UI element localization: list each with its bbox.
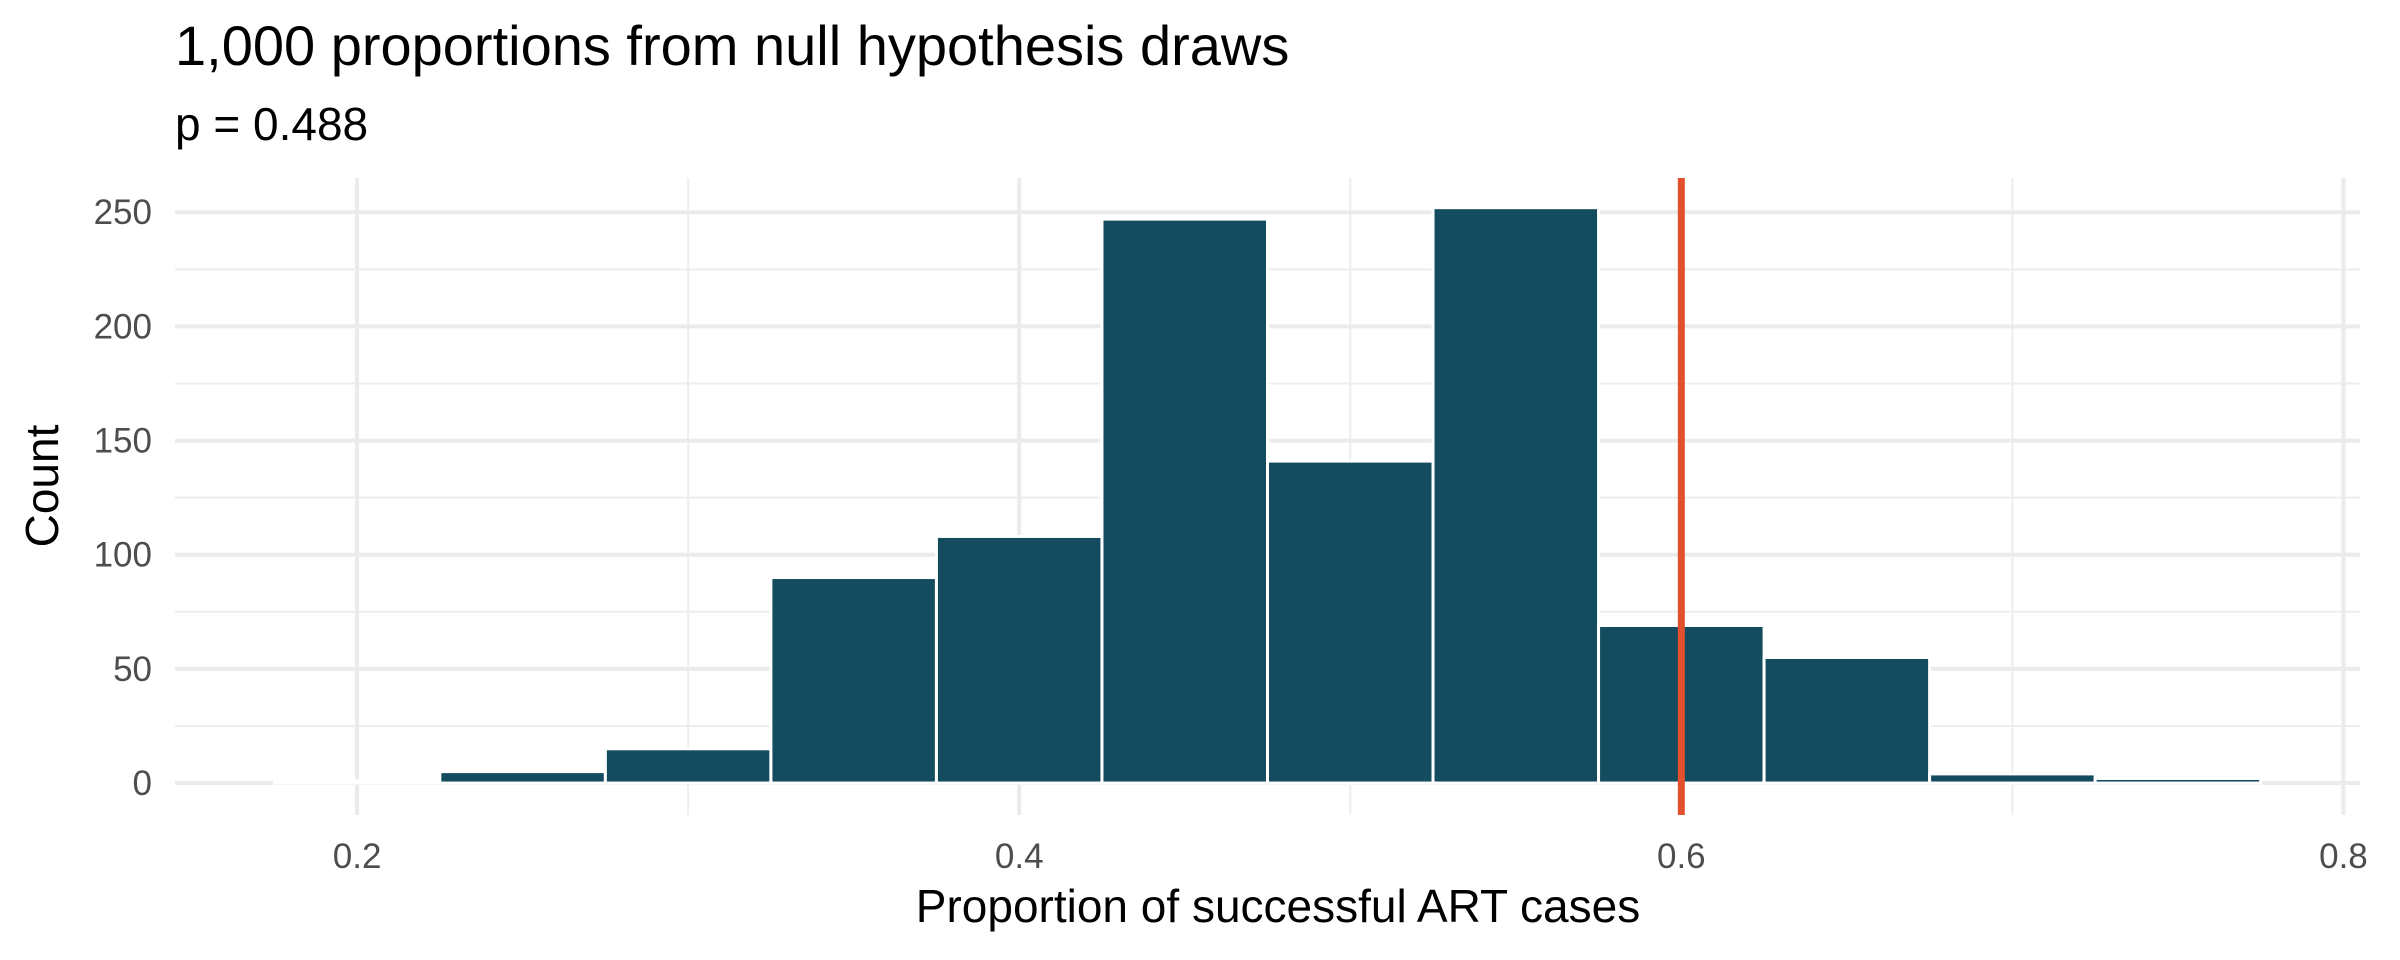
histogram-bar <box>769 576 938 785</box>
chart-subtitle: p = 0.488 <box>175 98 368 150</box>
y-tick-label: 50 <box>113 650 152 689</box>
histogram-bar <box>1100 217 1270 785</box>
y-tick-label: 0 <box>133 764 152 803</box>
x-axis-ticks: 0.2 0.4 0.6 0.8 <box>333 837 2368 876</box>
histogram-bar <box>438 770 607 785</box>
x-tick-label: 0.2 <box>333 837 382 876</box>
y-axis-label: Count <box>16 424 68 547</box>
histogram-bar <box>934 534 1104 785</box>
histogram-bar <box>2093 776 2263 785</box>
histogram-bar <box>1266 459 1435 785</box>
histogram-bar <box>1431 206 1601 785</box>
y-axis-ticks: 0 50 100 150 200 250 <box>94 193 152 803</box>
histogram-bar <box>272 779 442 785</box>
histogram-bar <box>1762 655 1932 785</box>
histogram-bars <box>272 206 2263 785</box>
y-tick-label: 200 <box>94 307 152 346</box>
y-tick-label: 250 <box>94 193 152 232</box>
x-tick-label: 0.8 <box>2319 837 2368 876</box>
x-tick-label: 0.6 <box>1657 837 1706 876</box>
x-axis-label: Proportion of successful ART cases <box>916 880 1640 932</box>
x-tick-label: 0.4 <box>995 837 1044 876</box>
histogram-bar <box>603 747 773 785</box>
chart-title: 1,000 proportions from null hypothesis d… <box>175 14 1289 77</box>
histogram-bar <box>1928 772 2097 785</box>
y-tick-label: 150 <box>94 422 152 461</box>
y-tick-label: 100 <box>94 536 152 575</box>
